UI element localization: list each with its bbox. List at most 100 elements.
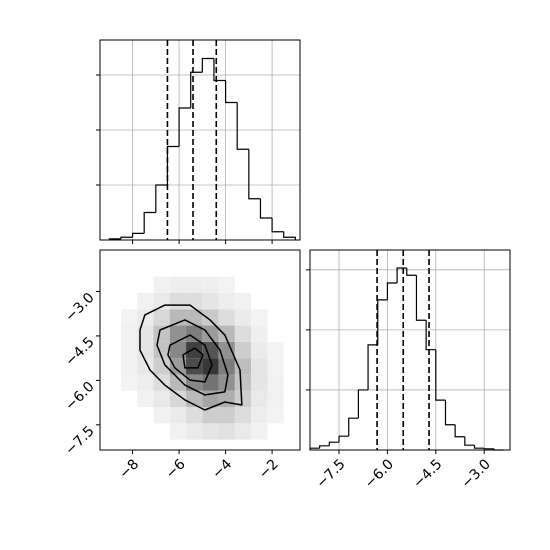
histogram-step: [120, 236, 133, 239]
density-cell: [218, 423, 235, 440]
density-cell: [169, 407, 187, 424]
density-cell: [186, 292, 203, 310]
axes-frame: [309, 249, 511, 451]
y-tick-label: −4.5: [62, 334, 97, 369]
histogram-step: [367, 344, 378, 390]
histogram-step: [283, 231, 296, 240]
density-cell: [186, 358, 203, 375]
density-cell: [186, 374, 203, 391]
histogram-step: [473, 445, 485, 449]
density-cell: [234, 325, 252, 342]
density-cell: [120, 374, 138, 391]
density-cell: [137, 374, 154, 391]
contour: [156, 319, 229, 396]
contour: [167, 334, 213, 383]
histogram-step: [338, 435, 349, 443]
density-cell: [186, 341, 203, 359]
histogram-step: [143, 211, 156, 234]
x-tick-label: −8: [116, 456, 142, 482]
histogram-step: [483, 448, 494, 450]
x-tick-label: −6: [163, 456, 189, 482]
density-cell: [120, 309, 138, 326]
density-cell: [202, 309, 219, 326]
density-cell: [153, 390, 170, 408]
contour: [182, 347, 204, 369]
histogram-step: [357, 389, 369, 419]
histogram-step: [271, 217, 284, 233]
y-tick-label: −6.0: [62, 379, 97, 414]
histogram-step: [435, 349, 446, 401]
density-cell: [251, 325, 268, 342]
density-cell: [218, 358, 235, 375]
density-cell: [267, 390, 284, 408]
x-tick-label: −6.0: [362, 456, 397, 491]
density-cell: [202, 358, 219, 375]
density-cell: [251, 407, 268, 424]
density-cell: [251, 374, 268, 391]
density-cell: [153, 276, 170, 293]
histogram-step: [425, 320, 436, 351]
density-cell: [234, 423, 252, 440]
histogram-step: [319, 445, 330, 449]
histogram-step: [224, 80, 238, 104]
density-cell: [218, 407, 235, 424]
density-cell: [120, 358, 138, 375]
density-cell: [234, 309, 252, 326]
histogram-step: [406, 268, 417, 276]
density-cell: [202, 407, 219, 424]
density-cell: [120, 341, 138, 359]
contour: [139, 304, 243, 411]
x-tick-label: −4.5: [410, 456, 445, 491]
density-cell: [169, 292, 187, 310]
density-cell: [202, 325, 219, 342]
density-cell: [153, 358, 170, 375]
histogram-step: [155, 184, 168, 213]
y-tick-label: −7.5: [62, 423, 97, 458]
density-cell: [120, 325, 138, 342]
density-cell: [186, 309, 203, 326]
density-cell: [218, 341, 235, 359]
density-cell: [186, 423, 203, 440]
density-cell: [202, 341, 219, 359]
density-cell: [234, 390, 252, 408]
density-cell: [186, 276, 203, 293]
density-cell: [153, 407, 170, 424]
histogram-step: [454, 424, 465, 438]
density-cell: [169, 358, 187, 375]
histogram-step: [377, 299, 388, 345]
density-cell: [267, 358, 284, 375]
density-cell: [251, 341, 268, 359]
density-cell: [234, 374, 252, 391]
density-cell: [218, 292, 235, 310]
density-cell: [137, 390, 154, 408]
histogram-step: [396, 267, 407, 284]
histogram-step: [236, 102, 249, 150]
x-tick-label: −3.0: [458, 456, 493, 491]
histogram-step: [178, 107, 191, 147]
density-cell: [251, 358, 268, 375]
density-cell: [267, 341, 284, 359]
histogram-step: [328, 441, 340, 446]
density-cell: [169, 390, 187, 408]
density-cell: [234, 358, 252, 375]
density-cell: [169, 341, 187, 359]
density-cell: [169, 276, 187, 293]
histogram-step: [464, 436, 475, 446]
y-tick-label: −3.0: [62, 290, 97, 325]
density-cell: [202, 423, 219, 440]
histogram-step: [201, 57, 214, 73]
histogram-step: [386, 282, 398, 300]
density-cell: [267, 407, 284, 424]
density-cell: [186, 407, 203, 424]
density-cell: [169, 423, 187, 440]
density-cell: [169, 374, 187, 391]
density-cell: [251, 309, 268, 326]
density-cell: [137, 325, 154, 342]
density-cell: [234, 407, 252, 424]
histogram-step: [259, 198, 273, 219]
density-cell: [202, 276, 219, 293]
histogram-step: [190, 71, 203, 108]
histogram-step: [348, 417, 359, 437]
histogram-step: [248, 149, 261, 200]
